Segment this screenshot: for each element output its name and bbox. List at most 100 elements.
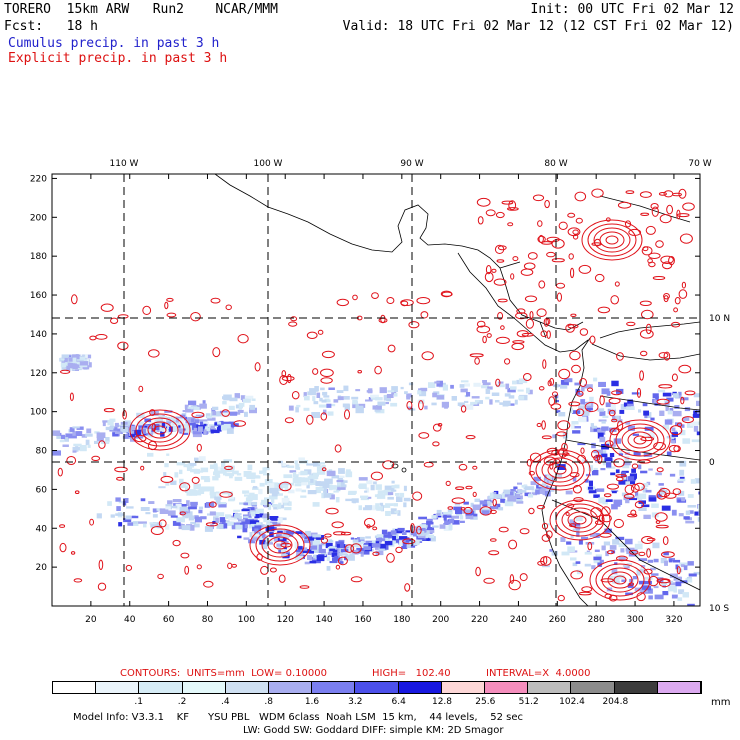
precip-cell (638, 580, 646, 585)
precip-contour (98, 559, 104, 570)
precip-cell (554, 383, 559, 388)
precip-cell (351, 498, 359, 503)
precip-cell (67, 363, 73, 368)
precip-contour (325, 507, 339, 515)
precip-cell (431, 515, 437, 519)
precip-cell (364, 505, 372, 510)
precip-contour (610, 295, 620, 305)
precip-cell (333, 399, 339, 403)
precip-cell (190, 502, 198, 507)
precip-cell (228, 517, 238, 521)
precip-cell (290, 482, 294, 486)
precip-cell (181, 525, 191, 531)
precip-cell (640, 470, 648, 474)
precip-cell (79, 361, 89, 366)
precip-contour (208, 501, 217, 508)
precip-cell (670, 435, 675, 440)
precip-cell (430, 536, 436, 542)
precip-cell (504, 500, 514, 507)
precip-contour (400, 299, 414, 307)
precip-cell (86, 428, 92, 434)
precip-cell (223, 423, 231, 429)
precip-cell (405, 537, 410, 543)
precip-cell (198, 487, 202, 491)
colorbar (52, 681, 702, 694)
precip-contour (57, 467, 63, 477)
precip-cell (300, 495, 307, 498)
precip-cell (710, 506, 713, 511)
precip-cell (372, 405, 377, 410)
precip-cell (638, 558, 647, 561)
precip-cell (391, 480, 395, 484)
precip-cell (309, 388, 318, 392)
precip-cell (452, 520, 460, 525)
precip-contour (387, 344, 396, 353)
precip-cell (629, 498, 637, 501)
precip-cell (56, 435, 65, 439)
precip-cell (179, 414, 186, 421)
precip-cell (315, 481, 325, 486)
precip-contour (69, 392, 74, 402)
precip-cell (194, 516, 199, 519)
precip-cell (606, 462, 612, 468)
precip-cell (641, 585, 650, 590)
precip-contour (306, 331, 318, 339)
precip-cell (322, 482, 330, 489)
colorbar-label: 102.4 (559, 697, 585, 707)
precip-cell (216, 493, 221, 499)
precip-cell (577, 443, 586, 446)
precip-contour (613, 458, 625, 468)
precip-contour (660, 255, 674, 264)
precip-contour (371, 292, 379, 300)
precip-contour (641, 246, 653, 256)
precip-contour (148, 349, 160, 358)
precip-cell (247, 507, 255, 510)
precip-cell (465, 404, 474, 410)
precip-cell (73, 443, 82, 447)
precip-cell (623, 456, 630, 459)
precip-cell (172, 520, 181, 526)
precip-contour (579, 378, 587, 387)
precip-cell (81, 434, 87, 438)
precip-cell (340, 561, 344, 564)
colorbar-label: 25.6 (475, 697, 496, 707)
y-tick-label: 80 (36, 447, 48, 457)
precip-contour-ring (615, 423, 665, 457)
precip-cell (581, 536, 589, 540)
precip-cell (570, 557, 577, 561)
precip-cell (597, 562, 602, 567)
precip-cell (342, 480, 348, 483)
precip-cell (329, 561, 337, 564)
precip-contour-ring (553, 465, 567, 475)
precip-cell (606, 391, 611, 396)
precip-cell (167, 510, 176, 516)
precip-contour (476, 325, 491, 334)
precip-cell (618, 542, 627, 548)
precip-cell (115, 497, 121, 502)
precip-cell (454, 503, 460, 506)
precip-cell (115, 513, 124, 516)
precip-cell (386, 394, 394, 398)
precip-cell (337, 477, 343, 483)
precip-contour (386, 297, 395, 304)
precip-cell (414, 540, 420, 546)
precip-cell (493, 494, 502, 499)
precip-contour (537, 220, 543, 227)
precip-cell (412, 534, 418, 537)
coastline-central-america (469, 271, 589, 353)
precip-contour (616, 476, 624, 482)
precip-cell (296, 467, 301, 470)
precip-cell (343, 385, 349, 392)
precip-contour (613, 518, 624, 529)
precip-cell (466, 392, 471, 397)
precip-cell (243, 515, 249, 518)
precip-contour (138, 385, 144, 392)
precip-cell (443, 523, 451, 525)
precip-cell (625, 421, 631, 425)
precip-cell (698, 505, 700, 510)
precip-contour (288, 321, 298, 327)
precip-cell (460, 388, 468, 393)
colorbar-swatch (355, 682, 399, 693)
precip-contour (639, 370, 644, 381)
precip-cell (418, 537, 423, 542)
